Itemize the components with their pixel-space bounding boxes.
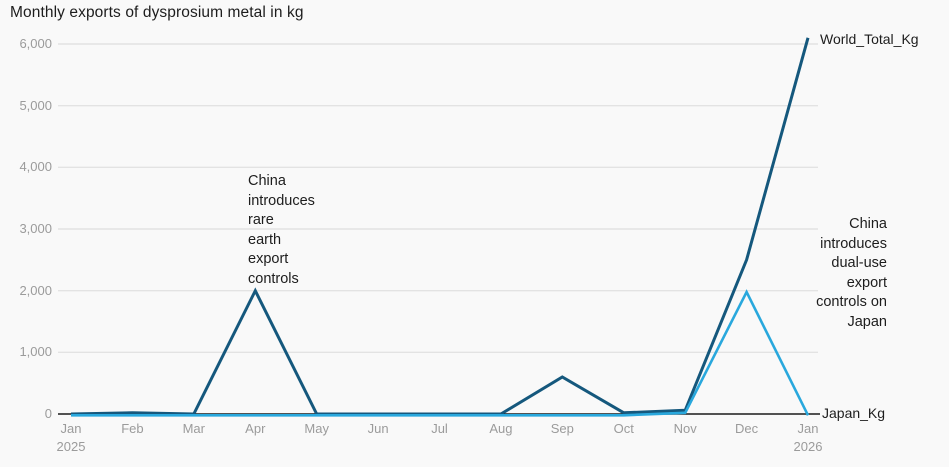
- x-tick-label: Jun: [367, 421, 389, 436]
- annotation-dual-use-export-controls: China introduces dual-use export control…: [816, 216, 887, 330]
- annotation-rare-earth-export-controls: China introduces rare earth export contr…: [248, 173, 315, 287]
- x-tick-label: Feb: [121, 421, 144, 436]
- x-tick-label: Aug: [489, 421, 513, 436]
- y-tick-label: 0: [44, 406, 52, 421]
- series-label-world-total-kg: World_Total_Kg: [820, 31, 919, 47]
- x-tick-label: Jan 2025: [56, 421, 86, 454]
- series-label-japan-kg: Japan_Kg: [822, 405, 886, 421]
- x-tick-label: Oct: [613, 421, 634, 436]
- x-tick-label: Dec: [735, 421, 759, 436]
- y-tick-label: 2,000: [19, 282, 52, 298]
- y-tick-label: 5,000: [19, 97, 52, 113]
- x-tick-label: Jul: [431, 421, 448, 436]
- x-tick-label: Sep: [550, 421, 574, 436]
- y-tick-label: 6,000: [19, 36, 52, 51]
- y-tick-label: 1,000: [19, 344, 52, 360]
- x-tick-label: May: [304, 421, 329, 436]
- y-tick-label: 4,000: [19, 159, 52, 175]
- series-line-world_total_kg[interactable]: [70, 37, 810, 416]
- chart-title: Monthly exports of dysprosium metal in k…: [10, 4, 304, 21]
- x-tick-label: Apr: [245, 421, 266, 436]
- series-line-japan_kg[interactable]: [71, 289, 810, 417]
- y-tick-label: 3,000: [19, 221, 52, 236]
- x-tick-label: Nov: [673, 421, 697, 436]
- x-tick-label: Mar: [182, 421, 205, 436]
- x-tick-label: Jan 2026: [793, 421, 823, 454]
